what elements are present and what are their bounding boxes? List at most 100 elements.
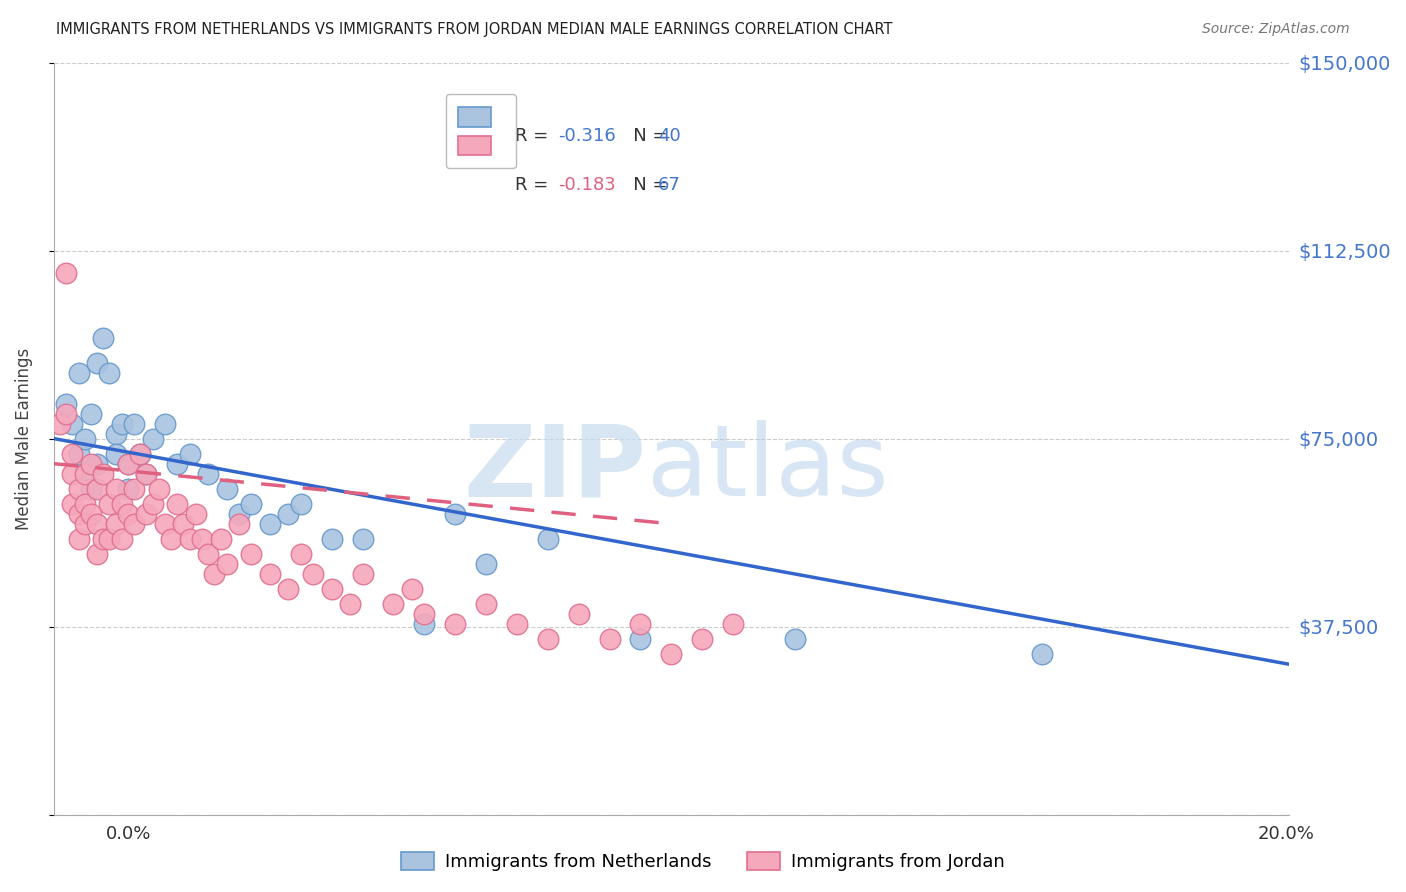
Point [202, 566, 225, 581]
Point [197, 467, 219, 481]
Point [228, 516, 250, 531]
Point [537, 532, 560, 546]
Point [67, 532, 90, 546]
Point [67, 482, 90, 496]
Point [179, 532, 201, 546]
Point [240, 547, 263, 561]
Text: IMMIGRANTS FROM NETHERLANDS VS IMMIGRANTS FROM JORDAN MEDIAN MALE EARNINGS CORRE: IMMIGRANTS FROM NETHERLANDS VS IMMIGRANT… [56, 22, 893, 37]
Point [1031, 647, 1053, 661]
Point [104, 482, 127, 496]
Point [321, 532, 343, 546]
Point [122, 417, 145, 431]
Point [104, 447, 127, 461]
Point [290, 497, 312, 511]
Point [628, 632, 651, 646]
Point [142, 432, 165, 446]
Point [277, 507, 299, 521]
Point [413, 617, 436, 632]
Point [86, 482, 108, 496]
Point [277, 582, 299, 596]
Point [73, 516, 96, 531]
Point [111, 532, 134, 546]
Point [599, 632, 621, 646]
Point [153, 417, 176, 431]
Point [91, 532, 114, 546]
Text: 20.0%: 20.0% [1258, 825, 1315, 843]
Point [80, 507, 103, 521]
Point [135, 467, 157, 481]
Point [80, 482, 103, 496]
Point [60, 467, 83, 481]
Point [86, 457, 108, 471]
Point [67, 507, 90, 521]
Point [228, 507, 250, 521]
Point [111, 417, 134, 431]
Point [160, 532, 183, 546]
Text: N =: N = [616, 177, 673, 194]
Point [240, 497, 263, 511]
Point [290, 547, 312, 561]
Point [67, 367, 90, 381]
Text: atlas: atlas [647, 420, 889, 517]
Point [690, 632, 713, 646]
Point [184, 507, 207, 521]
Point [215, 557, 238, 571]
Point [55, 407, 77, 421]
Point [302, 566, 325, 581]
Point [444, 507, 467, 521]
Point [537, 632, 560, 646]
Point [179, 447, 201, 461]
Point [91, 331, 114, 345]
Legend: , : , [446, 95, 516, 169]
Y-axis label: Median Male Earnings: Median Male Earnings [15, 348, 32, 530]
Point [382, 597, 405, 611]
Text: -0.316: -0.316 [558, 128, 616, 145]
Point [55, 266, 77, 280]
Point [475, 557, 498, 571]
Point [49, 417, 72, 431]
Text: R =: R = [515, 128, 554, 145]
Point [153, 516, 176, 531]
Point [339, 597, 361, 611]
Point [259, 516, 281, 531]
Point [166, 497, 188, 511]
Point [117, 457, 139, 471]
Text: 40: 40 [658, 128, 681, 145]
Point [401, 582, 423, 596]
Text: 67: 67 [658, 177, 681, 194]
Point [122, 516, 145, 531]
Text: R =: R = [515, 177, 554, 194]
Point [60, 447, 83, 461]
Point [142, 497, 165, 511]
Point [628, 617, 651, 632]
Point [60, 417, 83, 431]
Point [721, 617, 744, 632]
Point [568, 607, 591, 621]
Point [148, 482, 170, 496]
Point [117, 507, 139, 521]
Text: Source: ZipAtlas.com: Source: ZipAtlas.com [1202, 22, 1350, 37]
Point [98, 532, 121, 546]
Point [129, 447, 152, 461]
Point [73, 467, 96, 481]
Point [659, 647, 682, 661]
Point [80, 457, 103, 471]
Point [197, 547, 219, 561]
Point [73, 497, 96, 511]
Point [73, 432, 96, 446]
Point [129, 447, 152, 461]
Point [321, 582, 343, 596]
Point [783, 632, 806, 646]
Text: ZIP: ZIP [464, 420, 647, 517]
Point [191, 532, 214, 546]
Point [80, 407, 103, 421]
Point [209, 532, 232, 546]
Point [413, 607, 436, 621]
Point [86, 356, 108, 370]
Point [122, 482, 145, 496]
Point [135, 467, 157, 481]
Point [98, 367, 121, 381]
Text: -0.183: -0.183 [558, 177, 616, 194]
Point [86, 516, 108, 531]
Point [173, 516, 195, 531]
